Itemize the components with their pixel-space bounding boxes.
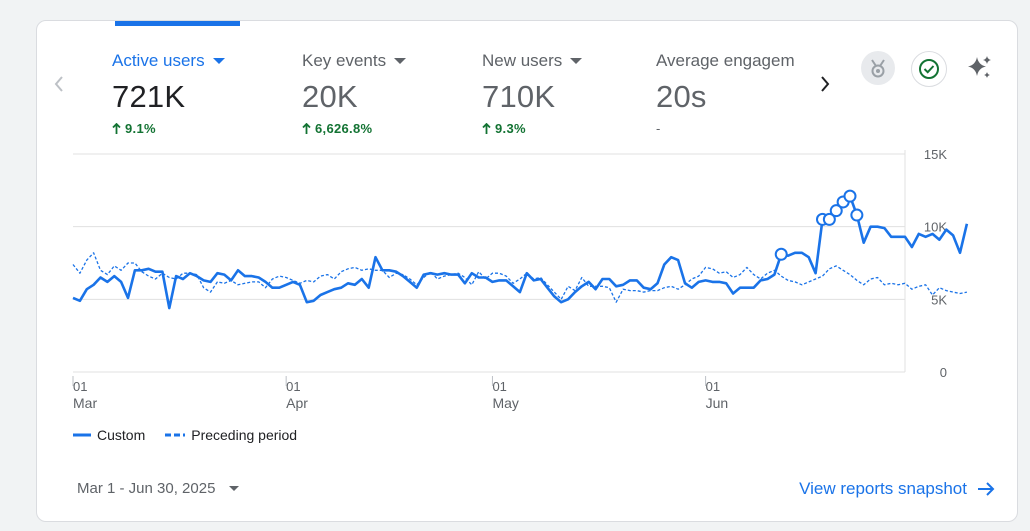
anomaly-point[interactable] <box>822 212 836 226</box>
series-line-custom <box>72 194 969 310</box>
y-tick-label: 15K <box>924 147 947 162</box>
metric-value: 710K <box>482 79 556 114</box>
metric-change-value: - <box>656 121 661 136</box>
y-tick-label: 10K <box>924 220 947 235</box>
metric-new-users-header[interactable]: New users <box>482 51 642 71</box>
x-tick-month: Apr <box>286 395 308 411</box>
metric-change: 9.1% <box>112 121 272 136</box>
chevron-left-icon <box>54 76 63 92</box>
metric-active-users[interactable]: Active users 721K 9.1% <box>112 51 272 136</box>
caret-down-icon <box>394 58 407 64</box>
arrow-up-icon <box>302 122 311 134</box>
ai-insights-button[interactable] <box>963 51 997 85</box>
solid-line-swatch-icon <box>73 433 91 437</box>
check-status-button[interactable] <box>911 51 947 87</box>
x-tick-day: 01 <box>73 379 87 394</box>
legend-label: Custom <box>97 427 146 443</box>
legend-item-preceding-period[interactable]: Preceding period <box>165 427 297 443</box>
next-metrics-button[interactable] <box>813 69 837 99</box>
metric-label: Key events <box>302 51 387 70</box>
metric-average-engagement-header[interactable]: Average engagem <box>656 51 804 71</box>
insights-badge-button[interactable] <box>861 51 895 85</box>
metric-change-value: 6,626.8% <box>315 121 373 136</box>
arrow-up-icon <box>112 122 121 134</box>
metric-label: Average engagem <box>656 51 795 70</box>
caret-down-icon <box>570 58 583 64</box>
metric-label: Active users <box>112 51 205 70</box>
metric-key-events-header[interactable]: Key events <box>302 51 462 71</box>
date-range-selector[interactable]: Mar 1 - Jun 30, 2025 <box>77 480 240 497</box>
metric-change: - <box>656 121 804 136</box>
overview-card: Active users 721K 9.1% Key events 20K 6,… <box>36 20 1018 522</box>
date-range-label: Mar 1 - Jun 30, 2025 <box>77 480 216 497</box>
sparkle-icon <box>968 56 991 78</box>
metric-change: 6,626.8% <box>302 121 462 136</box>
metric-key-events[interactable]: Key events 20K 6,626.8% <box>302 51 462 136</box>
view-reports-snapshot-link[interactable]: View reports snapshot <box>799 479 995 499</box>
metric-new-users[interactable]: New users 710K 9.3% <box>482 51 642 136</box>
y-tick-label: 5K <box>931 292 947 307</box>
chevron-right-icon <box>821 76 830 92</box>
metric-change-value: 9.3% <box>495 121 526 136</box>
anomaly-point[interactable] <box>774 247 788 261</box>
metric-value: 20s <box>656 79 707 114</box>
metric-value: 20K <box>302 79 358 114</box>
metric-change-value: 9.1% <box>125 121 156 136</box>
x-tick-day: 01 <box>492 379 506 394</box>
legend-label: Preceding period <box>191 427 298 443</box>
insights-badge-icon <box>871 59 885 78</box>
anomaly-point[interactable] <box>850 208 864 222</box>
metric-active-users-header[interactable]: Active users <box>112 51 272 71</box>
x-tick-month: Jun <box>706 395 729 411</box>
line-chart: 15K 10K 5K 0 01 Mar 01 Apr 01 May 01 Jun <box>37 146 1017 421</box>
chart-legend: Custom Preceding period <box>73 427 297 443</box>
caret-down-icon <box>229 486 240 491</box>
previous-metrics-button[interactable] <box>47 69 71 99</box>
metric-change: 9.3% <box>482 121 642 136</box>
y-tick-label: 0 <box>940 365 947 380</box>
anomaly-point[interactable] <box>843 189 857 203</box>
snapshot-link-label: View reports snapshot <box>799 479 967 498</box>
x-tick-month: May <box>492 395 518 411</box>
anomaly-point[interactable] <box>829 204 843 218</box>
x-tick-month: Mar <box>73 395 97 411</box>
metric-average-engagement[interactable]: Average engagem 20s - <box>656 51 804 136</box>
legend-item-custom[interactable]: Custom <box>73 427 145 443</box>
x-tick-day: 01 <box>706 379 720 394</box>
active-tab-indicator <box>115 21 240 26</box>
caret-down-icon <box>212 58 225 64</box>
series-line-preceding-period <box>72 252 968 303</box>
dashed-line-swatch-icon <box>165 433 186 437</box>
arrow-right-icon <box>978 482 995 496</box>
check-circle-icon <box>919 59 939 79</box>
x-tick-day: 01 <box>286 379 300 394</box>
arrow-up-icon <box>482 122 491 134</box>
metric-value: 721K <box>112 79 186 114</box>
metric-label: New users <box>482 51 563 70</box>
